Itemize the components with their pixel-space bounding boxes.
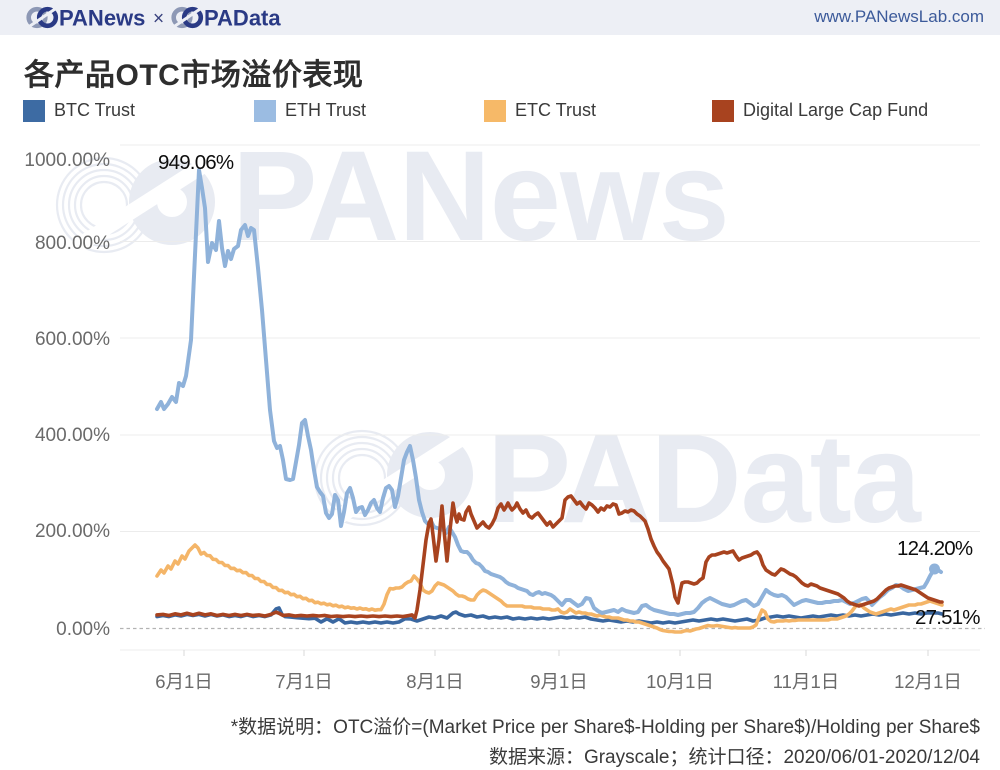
svg-text:PAData: PAData xyxy=(487,408,922,549)
svg-text:PANews: PANews xyxy=(232,125,729,268)
svg-text:PAData: PAData xyxy=(204,6,281,31)
svg-text:PANews: PANews xyxy=(59,6,145,31)
svg-text:×: × xyxy=(153,9,164,30)
